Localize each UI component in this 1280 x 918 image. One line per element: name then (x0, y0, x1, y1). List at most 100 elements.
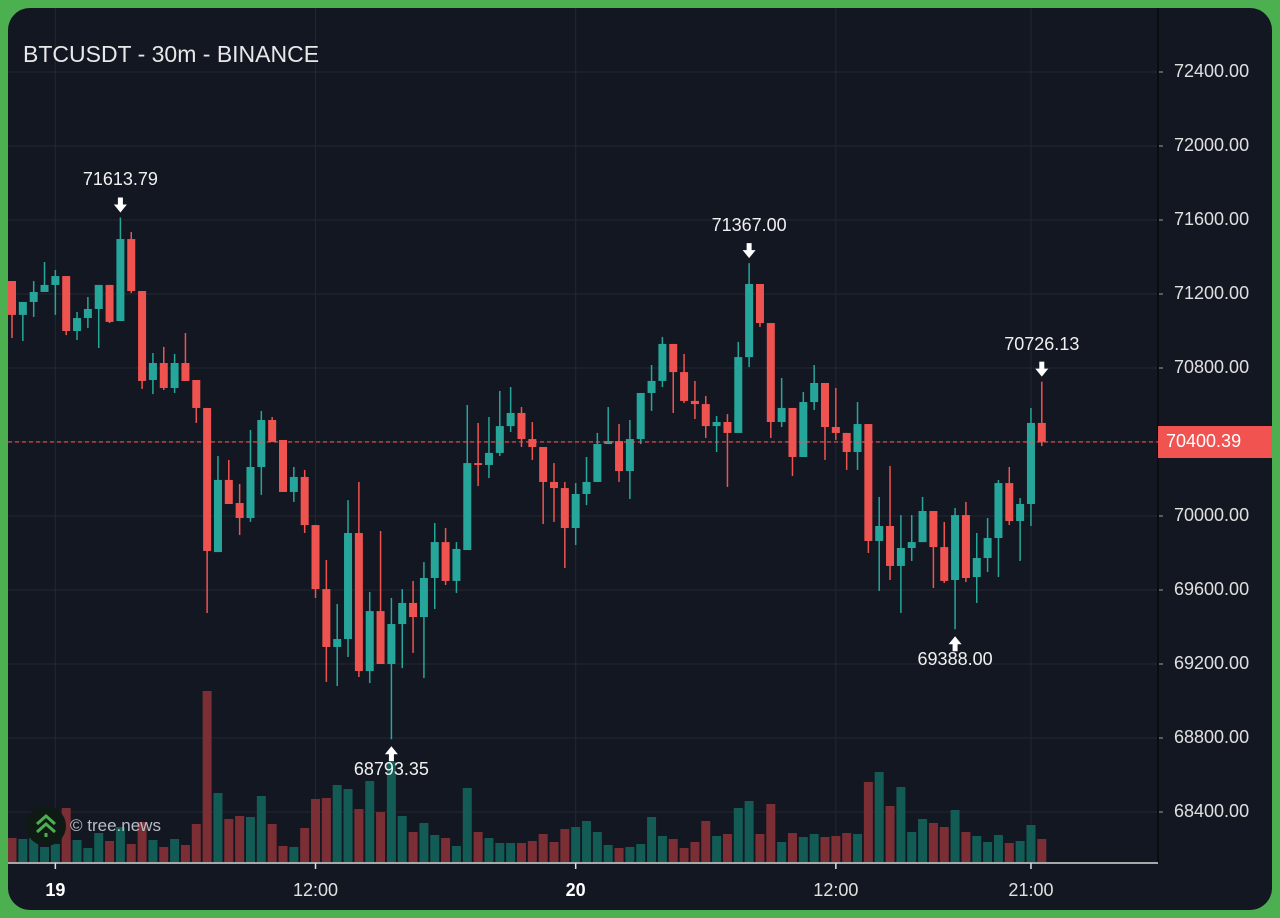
candle-up (745, 284, 754, 358)
candle-up (463, 463, 472, 551)
candle-up (918, 511, 927, 543)
volume-bar (29, 838, 39, 862)
volume-bar (115, 827, 125, 862)
volume-bar (159, 847, 169, 862)
last-price-tag: 70400.39 (1158, 425, 1272, 458)
volume-bar (61, 808, 71, 862)
candle-down (203, 407, 212, 551)
candle-down (127, 239, 136, 292)
candle-down (940, 547, 949, 581)
volume-bar (809, 834, 819, 862)
volume-bar (94, 833, 104, 862)
x-tick-label: 12:00 (813, 880, 859, 900)
volume-bar (885, 806, 895, 862)
arrow-up-icon (948, 636, 962, 652)
candlestick-chart[interactable] (8, 8, 1272, 910)
candle-down (279, 439, 287, 492)
candle-down (62, 276, 71, 332)
candle-up (875, 525, 884, 541)
candle-up (506, 412, 515, 427)
volume-bar (831, 836, 841, 862)
volume-bar (538, 834, 548, 862)
candle-up (636, 392, 645, 440)
volume-bar (549, 842, 559, 862)
volume-bar (853, 834, 863, 862)
candle-down (517, 412, 526, 440)
volume-bar (560, 829, 570, 862)
candle-down (788, 407, 797, 457)
candle-up (647, 380, 656, 393)
volume-bar (972, 836, 982, 862)
watermark-text: © tree.news (70, 816, 161, 835)
volume-bar (527, 841, 537, 862)
candle-down (560, 488, 569, 529)
candle-down (300, 476, 309, 526)
volume-bar (267, 824, 277, 862)
candle-down (615, 441, 624, 472)
candle-up (625, 439, 634, 472)
candle-up (495, 426, 504, 453)
y-tick-label: 70800.00 (1174, 357, 1250, 377)
volume-bar (863, 782, 873, 862)
volume-bar (939, 827, 949, 862)
candle-down (528, 439, 537, 447)
candle-down (680, 372, 689, 401)
volume-bar (50, 844, 60, 862)
x-tick-label: 20 (565, 880, 586, 900)
volume-bar (170, 839, 180, 862)
candle-up (658, 343, 667, 381)
candle-down (766, 323, 775, 423)
candle-up (18, 301, 27, 315)
volume-bar (213, 793, 223, 862)
candle-up (333, 639, 342, 647)
candle-down (441, 542, 450, 581)
y-tick-label: 72400.00 (1174, 61, 1250, 81)
volume-bar (397, 816, 407, 862)
candle-up (1026, 422, 1035, 504)
volume-bar (386, 762, 396, 862)
x-tick-label: 12:00 (292, 880, 339, 900)
candle-up (398, 602, 407, 625)
candle-down (354, 533, 363, 672)
volume-bar (744, 801, 754, 862)
volume-bar (722, 834, 732, 862)
candle-down (864, 424, 873, 541)
candle-down (1037, 422, 1046, 442)
volume-bar (896, 787, 906, 862)
volume-bar (18, 839, 28, 862)
volume-bar (235, 816, 245, 862)
candle-down (821, 382, 829, 428)
candle-down (268, 419, 277, 443)
candle-down (235, 503, 244, 519)
arrow-down-icon (113, 197, 127, 213)
candle-down (181, 363, 190, 381)
volume-bar (473, 832, 483, 862)
y-tick-label: 69600.00 (1174, 579, 1250, 599)
volume-bar (126, 844, 136, 862)
volume-bar (202, 691, 212, 862)
chart-panel: BTCUSDT - 30m - BINANCE 72400.00 72000.00… (8, 8, 1272, 910)
chart-title: BTCUSDT - 30m - BINANCE (23, 41, 320, 67)
candle-down (539, 446, 548, 482)
candle-up (40, 284, 49, 292)
volume-bar (451, 846, 461, 862)
candle-up (430, 542, 439, 578)
arrow-down-icon (742, 243, 756, 259)
candle-up (452, 548, 461, 581)
volume-bar (961, 832, 971, 862)
candle-down (701, 404, 710, 427)
volume-bar (180, 845, 190, 862)
volume-bar (105, 841, 115, 862)
candle-up (571, 493, 580, 529)
volume-bar (137, 822, 147, 862)
arrow-up-icon (384, 746, 398, 762)
volume-bar (8, 838, 17, 862)
volume-bar (191, 824, 201, 862)
candle-up (29, 291, 38, 302)
high-price-label: 71613.79 (82, 169, 158, 190)
candle-down (409, 602, 418, 618)
volume-bar (679, 848, 689, 862)
candle-down (755, 284, 764, 324)
candle-down (831, 427, 840, 433)
volume-bar (993, 835, 1003, 862)
